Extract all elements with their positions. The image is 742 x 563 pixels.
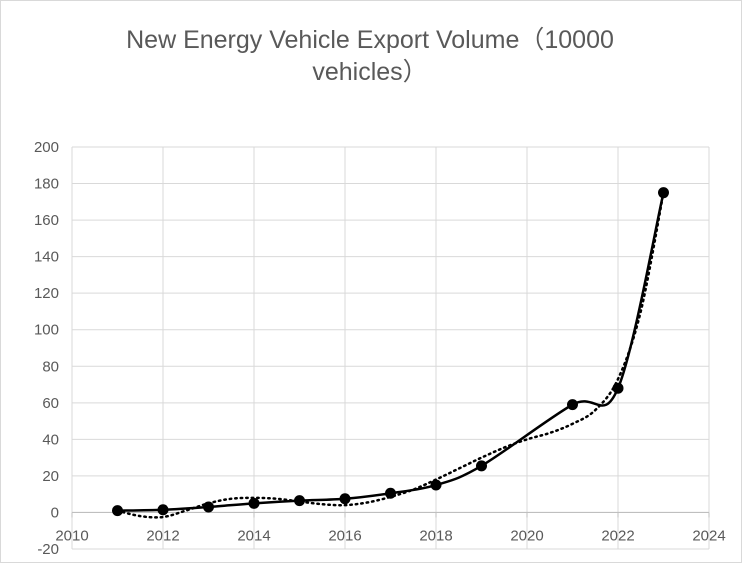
x-tick-label: 2014 [237,527,270,544]
y-tick-label: 80 [42,358,59,375]
chart-title-line-2: vehicles） [312,58,428,86]
y-tick-label: 200 [34,139,59,156]
data-point [658,187,669,199]
x-tick-label: 2018 [419,527,452,544]
data-point [339,493,351,505]
trendline-dotted [116,191,665,519]
data-point [476,460,487,472]
chart-title: New Energy Vehicle Export Volume（10000 v… [60,24,680,88]
x-tick-label: 2010 [55,527,88,544]
y-tick-label: -20 [37,541,59,558]
y-tick-label: 20 [42,468,59,485]
data-point [203,501,214,513]
data-point [157,504,169,516]
y-tick-label: 120 [34,285,59,302]
x-tick-label: 2016 [328,527,361,544]
x-tick-label: 2012 [146,527,179,544]
tick-labels: -20 0 20 40 60 80 100 120 140 160 180 200 2010 2012 20… [34,139,726,558]
data-point [567,399,578,411]
data-point [385,487,396,499]
x-tick-label: 2024 [692,527,725,544]
data-point [430,479,442,491]
x-tick-label: 2020 [510,527,543,544]
y-tick-label: 160 [34,212,59,229]
data-point [612,382,624,394]
y-tick-label: 100 [34,322,59,339]
data-point [294,495,305,507]
data-point [248,497,260,509]
gridlines [71,146,710,550]
y-tick-label: 180 [34,176,59,193]
y-tick-label: 60 [42,395,59,412]
series-layer [112,187,669,519]
data-point [112,505,123,517]
series-line-export-volume [117,192,665,512]
y-tick-label: 40 [42,431,59,448]
y-tick-label: 0 [51,504,59,521]
y-tick-label: 140 [34,249,59,266]
x-tick-label: 2022 [601,527,634,544]
chart-title-line-1: New Energy Vehicle Export Volume（10000 [126,26,614,54]
